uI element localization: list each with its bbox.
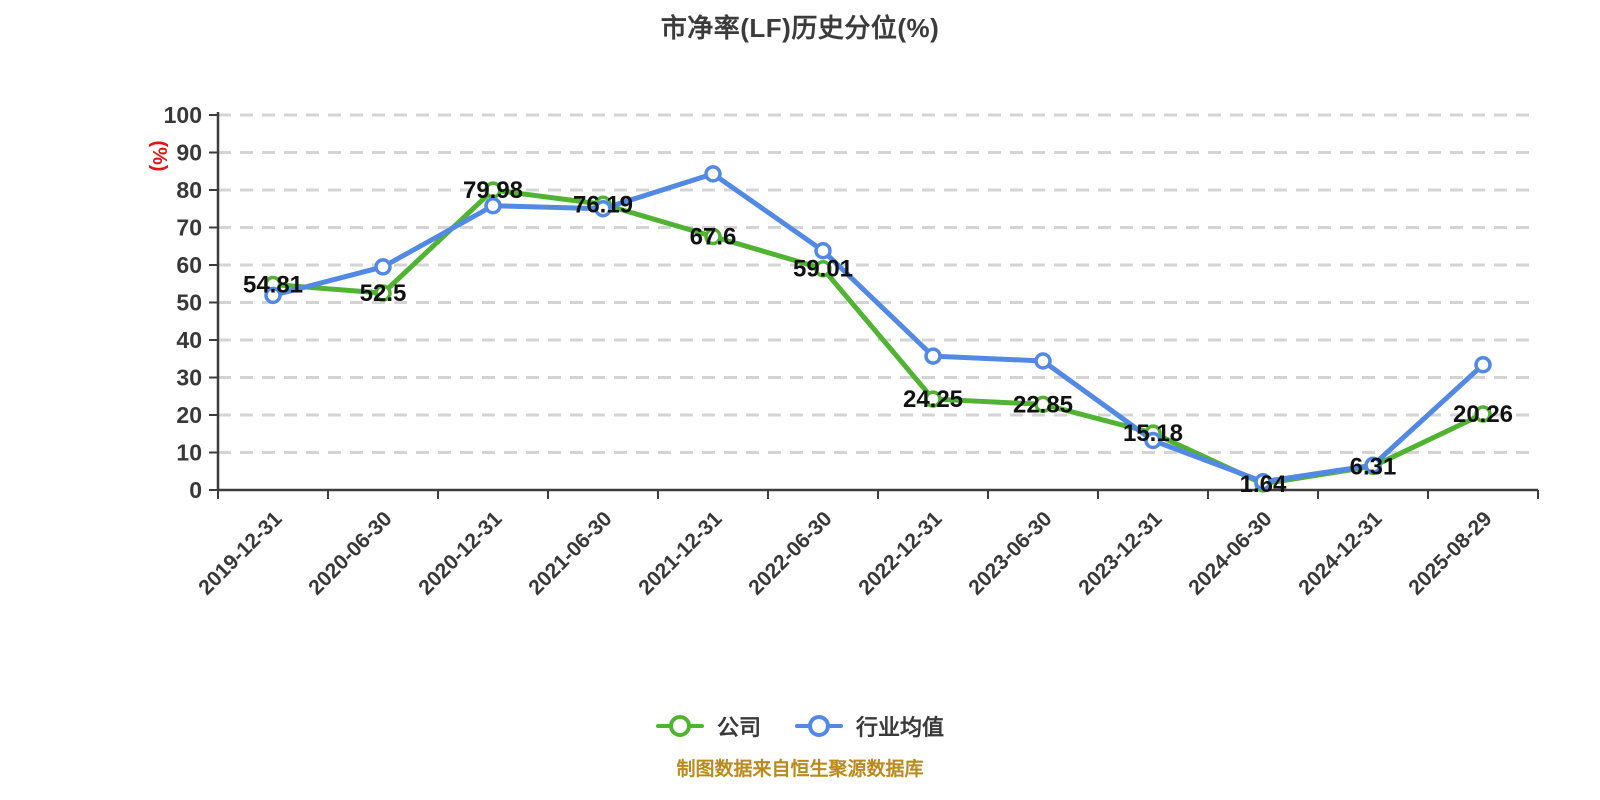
series-markers-1 — [264, 165, 1492, 491]
svg-text:2020-06-30: 2020-06-30 — [304, 507, 396, 599]
y-axis-unit: (%) — [148, 140, 170, 171]
legend-item-industry-average[interactable]: 行业均值 — [795, 710, 944, 742]
svg-text:2021-06-30: 2021-06-30 — [524, 507, 616, 599]
legend: 公司 行业均值 — [0, 710, 1600, 742]
svg-text:20: 20 — [176, 402, 202, 428]
svg-text:1.64: 1.64 — [1240, 471, 1287, 498]
series-line-1 — [270, 171, 1486, 485]
svg-text:2022-12-31: 2022-12-31 — [854, 507, 946, 599]
legend-label-company: 公司 — [716, 715, 761, 740]
data-source-note: 制图数据来自恒生聚源数据库 — [676, 759, 924, 780]
svg-text:67.6: 67.6 — [690, 224, 737, 251]
svg-text:54.81: 54.81 — [243, 271, 303, 298]
legend-item-company[interactable]: 公司 — [655, 710, 761, 742]
svg-text:2025-08-29: 2025-08-29 — [1404, 507, 1496, 599]
svg-text:70: 70 — [176, 215, 202, 241]
svg-text:50: 50 — [176, 290, 202, 316]
svg-text:79.98: 79.98 — [463, 177, 523, 204]
svg-text:40: 40 — [176, 327, 202, 353]
svg-text:76.19: 76.19 — [573, 191, 633, 218]
svg-text:24.25: 24.25 — [903, 386, 963, 413]
svg-text:2019-12-31: 2019-12-31 — [194, 507, 286, 599]
svg-text:52.5: 52.5 — [360, 280, 407, 307]
x-axis-labels: 2019-12-31 2020-06-30 2020-12-31 2021-06-30… — [194, 490, 1539, 599]
data-point-labels: 54.81 52.5 79.98 76.19 67.6 59.01 24.25 22.85 15… — [243, 177, 1513, 498]
svg-text:20.26: 20.26 — [1453, 401, 1513, 428]
svg-text:80: 80 — [176, 177, 202, 203]
svg-text:(%): (%) — [148, 140, 170, 171]
svg-text:2023-12-31: 2023-12-31 — [1074, 507, 1166, 599]
gridlines — [218, 113, 1538, 454]
svg-text:2024-06-30: 2024-06-30 — [1184, 507, 1276, 599]
svg-text:59.01: 59.01 — [793, 256, 853, 283]
svg-text:60: 60 — [176, 252, 202, 278]
svg-text:0: 0 — [189, 477, 202, 503]
svg-text:15.18: 15.18 — [1123, 420, 1183, 447]
svg-text:30: 30 — [176, 365, 202, 391]
y-axis-labels: 0 10 20 30 40 50 60 70 80 90 100 — [164, 102, 218, 503]
legend-label-industry-average: 行业均值 — [856, 715, 945, 740]
company-line-marker-icon — [655, 715, 704, 737]
svg-text:2021-12-31: 2021-12-31 — [634, 507, 726, 599]
chart-title: 市净率(LF)历史分位(%) — [660, 13, 940, 43]
company-dot-icon — [668, 715, 691, 737]
industry-line-marker-icon — [795, 715, 843, 737]
svg-text:6.31: 6.31 — [1350, 453, 1397, 480]
industry-dot-icon — [808, 715, 830, 737]
svg-text:10: 10 — [176, 440, 202, 466]
svg-text:100: 100 — [164, 102, 202, 128]
svg-text:22.85: 22.85 — [1013, 391, 1073, 418]
svg-text:2023-06-30: 2023-06-30 — [964, 507, 1056, 599]
svg-text:2024-12-31: 2024-12-31 — [1294, 507, 1386, 599]
svg-text:2020-12-31: 2020-12-31 — [414, 507, 506, 599]
series-line-0 — [270, 187, 1486, 487]
svg-text:90: 90 — [176, 140, 202, 166]
svg-text:2022-06-30: 2022-06-30 — [744, 507, 836, 599]
